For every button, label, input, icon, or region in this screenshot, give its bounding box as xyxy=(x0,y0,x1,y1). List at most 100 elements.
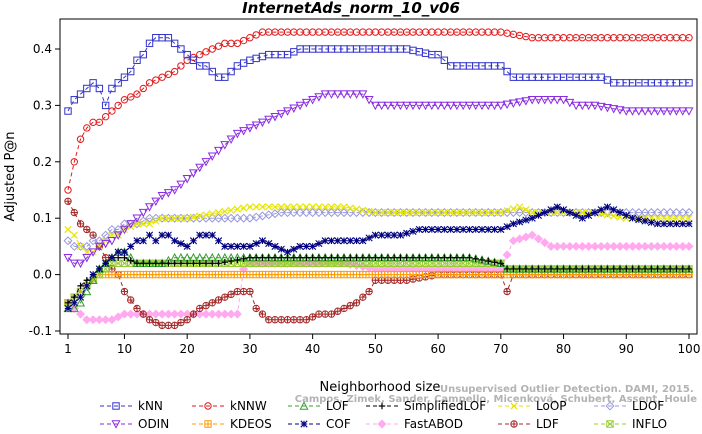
data-point-ldof xyxy=(640,208,650,218)
data-point-cof xyxy=(196,231,204,239)
data-point-odin xyxy=(214,146,224,156)
data-point-kdeos xyxy=(108,270,116,279)
data-point-knn xyxy=(221,73,229,81)
data-point-ldf xyxy=(133,304,141,313)
data-point-odin xyxy=(69,259,79,269)
data-point-ldf xyxy=(202,302,210,310)
data-point-odin xyxy=(63,253,73,263)
data-point-odin xyxy=(94,242,104,252)
legend-swatch-marker xyxy=(204,402,212,410)
data-point-knnw xyxy=(158,73,166,81)
data-point-odin xyxy=(421,101,431,111)
data-point-cof xyxy=(641,217,649,225)
data-point-ldof xyxy=(69,241,79,251)
data-point-ldf xyxy=(246,287,254,296)
legend-item-knn: kNN xyxy=(100,399,163,413)
y-tick-label: 0.0 xyxy=(33,268,52,282)
data-point-ldf xyxy=(271,316,279,324)
data-point-knnw xyxy=(170,67,179,76)
data-point-cof xyxy=(660,220,668,228)
legend-item-cof: COF xyxy=(288,417,351,431)
legend-swatch-marker xyxy=(204,420,212,428)
data-point-odin xyxy=(201,158,211,167)
data-point-cof xyxy=(321,237,329,245)
data-point-fastabod xyxy=(170,309,180,319)
data-point-cof xyxy=(421,225,430,234)
data-point-simplifiedlof xyxy=(303,254,310,261)
data-point-cof xyxy=(478,225,486,234)
data-point-simplifiedlof xyxy=(202,260,210,267)
series-line-odin xyxy=(67,93,689,264)
data-point-knn xyxy=(108,84,116,93)
data-point-simplifiedlof xyxy=(679,265,686,273)
data-point-odin xyxy=(207,152,217,161)
data-point-cof xyxy=(202,231,210,239)
data-point-fastabod xyxy=(628,241,638,251)
data-point-odin xyxy=(552,96,562,105)
data-point-ldf xyxy=(196,304,204,313)
data-point-ldof xyxy=(276,208,286,218)
data-point-odin xyxy=(452,101,462,111)
series-line-knnw xyxy=(67,31,689,191)
data-point-loop xyxy=(340,203,348,211)
data-point-kdeos xyxy=(352,270,361,279)
data-point-cof xyxy=(434,225,442,234)
data-point-kdeos xyxy=(346,270,354,279)
data-point-loop xyxy=(478,208,486,217)
data-point-simplifiedlof xyxy=(447,254,454,261)
data-point-cof xyxy=(120,248,129,256)
data-point-ldf xyxy=(177,318,185,327)
watermark-line-1: Unsupervised Outlier Detection. DAMI, 20… xyxy=(440,384,694,395)
data-point-ldf xyxy=(152,318,160,327)
data-point-odin xyxy=(176,180,186,190)
data-point-ldof xyxy=(101,230,111,240)
data-point-cof xyxy=(603,203,612,211)
legend-item-kdeos: KDEOS xyxy=(192,417,272,431)
data-point-loop xyxy=(365,207,373,216)
data-point-knn xyxy=(603,76,612,84)
data-point-kdeos xyxy=(145,270,154,279)
data-point-ldf xyxy=(164,321,173,329)
data-point-kdeos xyxy=(340,270,348,279)
data-point-simplifiedlof xyxy=(541,265,548,273)
data-point-simplifiedlof xyxy=(554,265,561,273)
data-point-ldf xyxy=(290,316,298,324)
data-point-odin xyxy=(502,100,512,110)
data-point-simplifiedlof xyxy=(252,254,260,261)
data-point-fastabod xyxy=(176,309,186,319)
data-point-odin xyxy=(370,101,380,111)
data-point-kdeos xyxy=(403,270,411,279)
data-point-loop xyxy=(152,217,160,225)
legend-swatch-marker xyxy=(299,401,309,410)
data-point-simplifiedlof xyxy=(397,254,404,261)
data-point-ldof xyxy=(452,208,462,218)
data-point-ldof xyxy=(684,208,694,218)
data-point-knn xyxy=(145,39,154,48)
data-point-kdeos xyxy=(302,270,311,279)
data-point-cof xyxy=(70,299,78,307)
data-point-kdeos xyxy=(371,270,380,279)
data-point-kdeos xyxy=(384,270,392,279)
legend-swatch-marker xyxy=(378,402,386,410)
data-point-odin xyxy=(496,101,506,111)
data-point-cof xyxy=(83,282,91,290)
data-point-loop xyxy=(553,208,561,217)
data-point-ldf xyxy=(221,293,229,301)
data-point-simplifiedlof xyxy=(190,260,197,267)
data-point-cof xyxy=(277,245,285,253)
data-point-simplifiedlof xyxy=(165,260,172,267)
data-point-odin xyxy=(195,163,205,173)
data-point-cof xyxy=(409,227,417,235)
data-point-fastabod xyxy=(615,241,625,251)
data-point-simplifiedlof xyxy=(604,265,611,273)
data-point-loop xyxy=(685,214,693,222)
data-point-odin xyxy=(232,129,242,139)
data-point-odin xyxy=(427,101,437,111)
data-point-odin xyxy=(559,96,569,105)
data-point-odin xyxy=(671,107,681,116)
data-point-knnw xyxy=(145,79,154,87)
data-point-knn xyxy=(227,67,235,76)
data-point-loop xyxy=(321,203,329,211)
data-point-knnw xyxy=(258,28,267,36)
